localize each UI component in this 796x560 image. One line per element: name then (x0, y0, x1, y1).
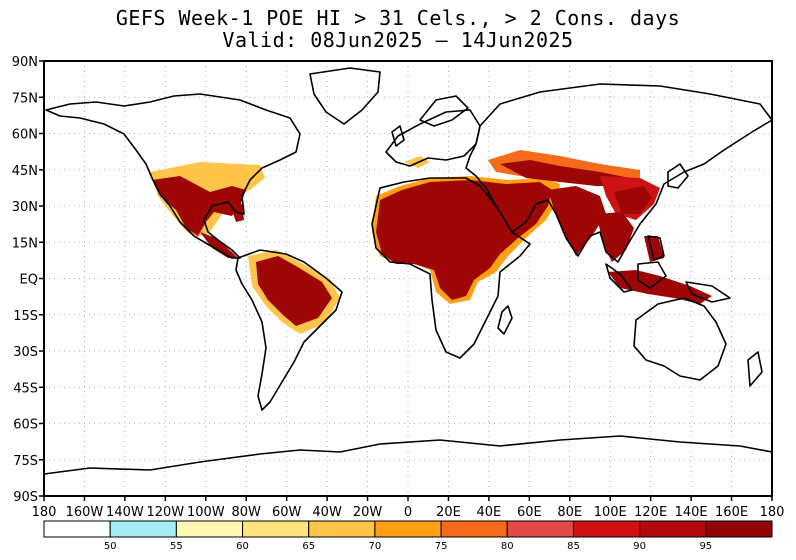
coast-new-guinea (685, 281, 731, 303)
lon-label: 180 (760, 505, 785, 520)
lon-label: 180 (32, 505, 57, 520)
colorbar-swatch (43, 520, 111, 538)
coast-madagascar (497, 305, 513, 335)
lon-label: 40E (477, 505, 502, 520)
lon-label: 80E (557, 505, 582, 520)
colorbar-swatch (374, 520, 442, 538)
prob-region-south-asia (548, 186, 606, 256)
lon-label: 20E (436, 505, 461, 520)
lat-label: 90N (12, 55, 38, 70)
coast-philippines (647, 235, 665, 261)
colorbar-swatch (242, 520, 310, 538)
lon-label: 40W (312, 505, 342, 520)
lat-label: 60N (12, 128, 38, 143)
lon-label: 160W (66, 505, 104, 520)
colorbar-label: 95 (699, 541, 712, 552)
coast-new-zealand (747, 351, 763, 387)
coast-antarctica (44, 435, 772, 475)
coast-borneo (637, 261, 667, 289)
colorbar-label: 50 (104, 541, 117, 552)
latitude-labels: 90N 75N 60N 45N 30N 15N EQ 15S 30S 45S 60S 75S 90S (12, 55, 44, 505)
lat-label: 60S (13, 418, 38, 433)
colorbar-label: 85 (567, 541, 580, 552)
colorbar-swatch (705, 520, 773, 538)
coast-australia (633, 297, 727, 381)
lon-label: 80W (232, 505, 262, 520)
probability-fill-layer (150, 150, 712, 334)
colorbar-swatch (572, 520, 641, 538)
lon-label: 120W (146, 505, 184, 520)
prob-region-central-asia (500, 160, 630, 186)
prob-region-central-america (200, 232, 238, 258)
colorbar-label: 55 (170, 541, 183, 552)
coast-sumatra (605, 263, 633, 293)
colorbar-swatch (506, 520, 574, 538)
prob-region-mediterranean (404, 156, 430, 168)
lon-label: 140W (106, 505, 144, 520)
colorbar-label: 80 (501, 541, 514, 552)
lat-label: 75S (13, 454, 38, 469)
coast-greenland (309, 67, 381, 125)
colorbar-swatch (109, 520, 177, 538)
lat-label: 90S (13, 490, 38, 505)
lon-label: 60W (272, 505, 302, 520)
lon-label: 100E (594, 505, 627, 520)
coast-europe (385, 109, 481, 167)
lon-label: 20W (353, 505, 383, 520)
lon-label: 120E (634, 505, 667, 520)
prob-region-africa (376, 180, 552, 300)
prob-region-china-core (614, 186, 652, 214)
colorbar-label: 90 (633, 541, 646, 552)
coast-britain (391, 125, 405, 147)
map-title-line2: Valid: 08Jun2025 — 14Jun2025 (222, 28, 574, 52)
coast-japan (667, 163, 689, 189)
lat-label: 45S (13, 381, 38, 396)
longitude-labels: 180 160W 140W 120W 100W 80W 60W 40W 20W 0 20E 40E 60… (32, 496, 785, 520)
lat-label: EQ (20, 273, 38, 288)
coast-africa (371, 177, 531, 359)
prob-region-indonesia (608, 270, 712, 304)
map-title-line1: GEFS Week-1 POE HI > 31 Cels., > 2 Cons.… (115, 6, 681, 30)
lon-label: 0 (404, 505, 412, 520)
lon-label: 140E (675, 505, 708, 520)
colorbar: 50 55 60 65 70 75 80 85 90 95 (43, 520, 773, 552)
colorbar-swatch (308, 520, 376, 538)
lat-label: 45N (12, 164, 38, 179)
colorbar-swatch (440, 520, 508, 538)
colorbar-label: 70 (369, 541, 382, 552)
colorbar-label: 60 (236, 541, 249, 552)
lon-label: 160E (715, 505, 748, 520)
coast-scandinavia (419, 95, 469, 127)
colorbar-label: 65 (302, 541, 315, 552)
coastlines (44, 67, 772, 475)
lat-label: 15S (13, 309, 38, 324)
colorbar-swatch (639, 520, 707, 538)
coast-south-america (235, 249, 343, 411)
lat-label: 75N (12, 91, 38, 106)
colorbar-swatch (175, 520, 244, 538)
lon-label: 100W (187, 505, 225, 520)
colorbar-label: 75 (435, 541, 448, 552)
prob-region-south-america (256, 256, 332, 326)
coast-asia (465, 83, 772, 263)
lon-label: 60E (517, 505, 542, 520)
lat-label: 15N (12, 236, 38, 251)
prob-region-mexico-us (152, 176, 246, 236)
lat-label: 30S (13, 345, 38, 360)
coast-north-america (45, 93, 301, 259)
lat-label: 30N (12, 200, 38, 215)
